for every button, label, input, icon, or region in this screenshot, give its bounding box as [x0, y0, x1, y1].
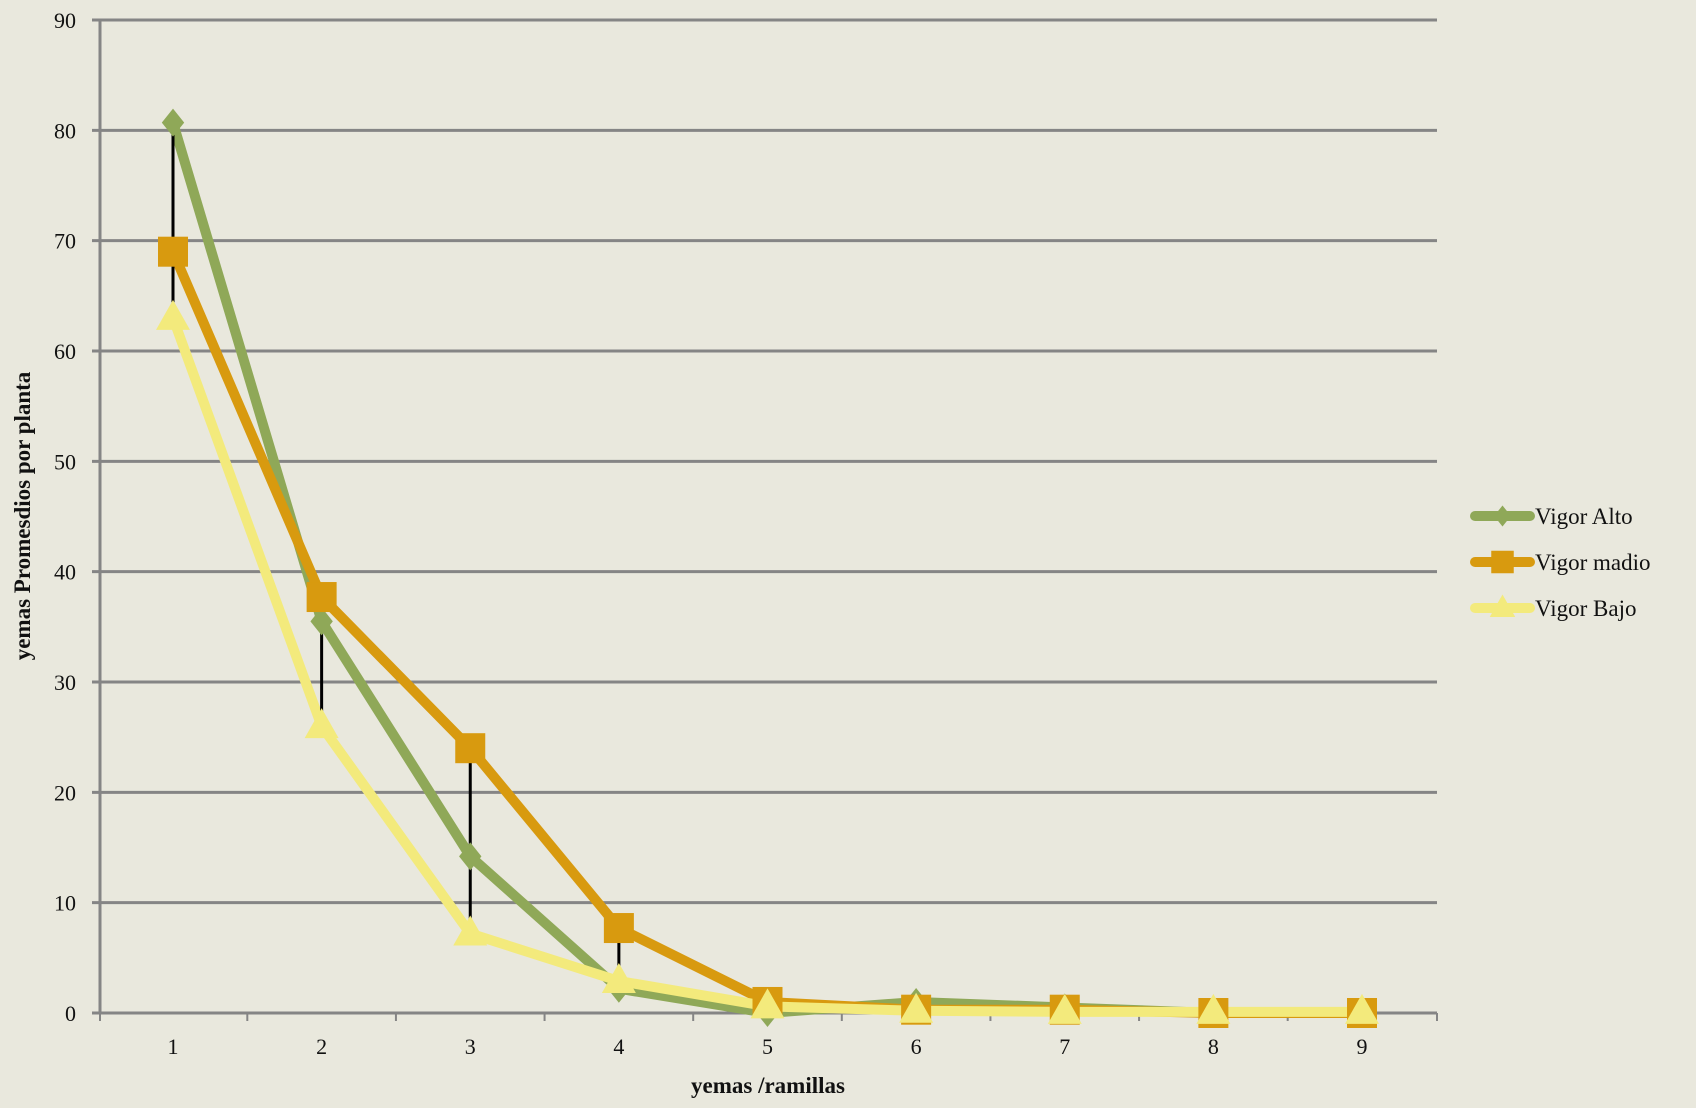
- axes: [98, 20, 1438, 1021]
- data-point-s1: [310, 607, 333, 636]
- legend-marker: [1491, 550, 1514, 574]
- data-point-s3: [156, 299, 190, 330]
- data-point-s3: [899, 992, 934, 1023]
- y-tick-label: 40: [54, 560, 76, 585]
- data-point-s3: [601, 963, 636, 994]
- x-axis-title: yemas /ramillas: [691, 1073, 845, 1098]
- legend-label: Vigor Bajo: [1535, 596, 1636, 621]
- data-point-s2: [603, 913, 634, 944]
- data-point-s2: [158, 236, 188, 267]
- y-axis-title: yemas Promesdios por planta: [10, 371, 35, 660]
- legend-label: Vigor madio: [1535, 550, 1651, 575]
- x-tick-label: 8: [1208, 1034, 1219, 1059]
- tick-labels: 0 10 20 30 40 50 60 70 80 90 1 2 3 4 5 6 7 8 9: [54, 8, 1368, 1059]
- y-tick-label: 70: [54, 229, 76, 254]
- y-tick-label: 30: [54, 670, 76, 695]
- data-point-s3: [1196, 993, 1231, 1024]
- x-tick-label: 7: [1059, 1034, 1070, 1059]
- data-point-s3: [750, 988, 785, 1019]
- legend-label: Vigor Alto: [1535, 504, 1633, 529]
- series-markers: [156, 108, 1379, 1028]
- y-tick-label: 90: [54, 8, 76, 33]
- y-tick-label: 0: [65, 1001, 76, 1026]
- data-point-s3: [453, 915, 488, 946]
- x-tick-label: 1: [168, 1034, 179, 1059]
- x-tick-label: 3: [465, 1034, 476, 1059]
- data-point-s3: [1047, 993, 1082, 1024]
- x-tick-label: 2: [316, 1034, 327, 1059]
- series-lines: [168, 117, 1367, 1018]
- x-tick-label: 9: [1357, 1034, 1368, 1059]
- x-tick-label: 5: [762, 1034, 773, 1059]
- y-tick-label: 10: [54, 891, 76, 916]
- data-point-s2: [306, 582, 337, 613]
- legend: Vigor Alto Vigor madio Vigor Bajo: [1470, 504, 1651, 621]
- y-tick-label: 50: [54, 449, 76, 474]
- y-tick-label: 20: [54, 780, 76, 805]
- x-tick-label: 4: [613, 1034, 624, 1059]
- data-point-s3: [1345, 993, 1379, 1024]
- data-point-s3: [304, 708, 339, 739]
- data-point-s1: [459, 842, 482, 871]
- data-point-s1: [161, 108, 185, 137]
- legend-marker: [1489, 594, 1516, 617]
- series-line-2: [168, 246, 1367, 1018]
- x-tick-label: 6: [911, 1034, 922, 1059]
- data-point-s2: [455, 733, 486, 764]
- series-line-1: [168, 117, 1367, 1018]
- y-tick-label: 80: [54, 118, 76, 143]
- y-tick-label: 60: [54, 339, 76, 364]
- gridlines: [92, 18, 1437, 1015]
- legend-marker: [1494, 505, 1511, 527]
